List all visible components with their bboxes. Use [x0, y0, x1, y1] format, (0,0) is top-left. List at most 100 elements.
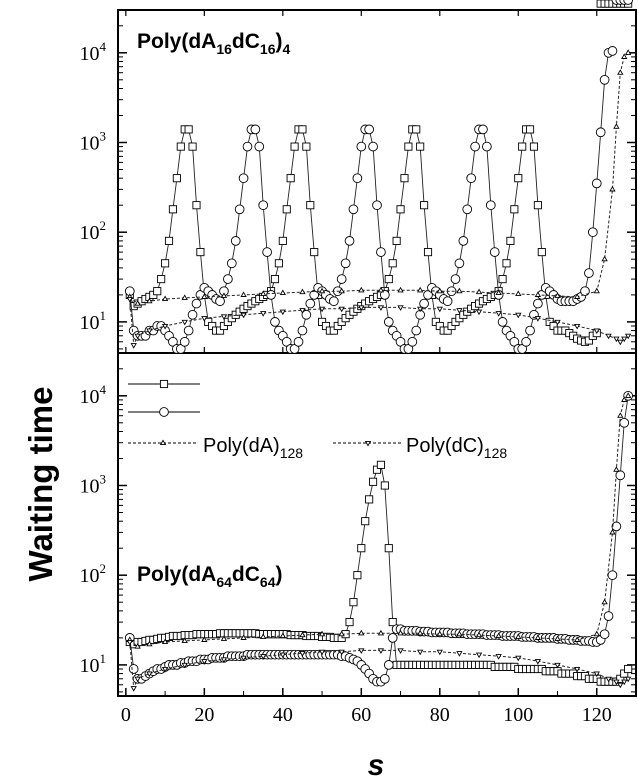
triangle-down-marker — [260, 311, 267, 317]
triangle-down-marker — [338, 649, 345, 656]
circle-marker — [128, 664, 139, 674]
circle-marker — [183, 325, 194, 336]
circle-marker — [450, 274, 461, 284]
triangle-down-marker — [515, 312, 522, 319]
triangle-up-marker — [601, 598, 608, 605]
circle-marker — [234, 204, 245, 215]
triangle-down-marker — [220, 657, 228, 663]
square-marker — [529, 142, 539, 151]
triangle-up-marker — [134, 643, 141, 649]
triangle-up-marker — [220, 292, 228, 298]
square-marker — [310, 248, 319, 257]
circle-marker — [372, 200, 382, 211]
square-marker — [388, 259, 397, 268]
triangle-down-marker — [495, 654, 502, 660]
triangle-down-marker — [397, 648, 404, 654]
series-line — [129, 298, 629, 346]
square-marker — [184, 125, 193, 134]
triangle-up-marker — [201, 293, 208, 299]
y-tick-label: 102 — [80, 218, 107, 244]
circle-marker — [587, 227, 598, 238]
triangle-up-marker — [515, 633, 522, 639]
triangle-up-marker — [621, 396, 628, 402]
panel-title-text: Poly(dA — [137, 30, 216, 53]
triangle-down-marker — [318, 306, 326, 313]
square-marker — [345, 618, 354, 627]
triangle-down-marker — [279, 652, 286, 659]
triangle-up-marker — [146, 640, 153, 647]
square-marker — [290, 142, 299, 151]
triangle-up-marker — [495, 289, 502, 296]
triangle-up-marker — [299, 631, 306, 638]
x-tick-label: 80 — [430, 704, 450, 726]
circle-marker — [607, 570, 618, 581]
y-tick-base: 10 — [80, 43, 100, 65]
triangle-up-marker — [573, 636, 581, 642]
y-tick-label: 102 — [80, 561, 107, 587]
square-marker — [270, 275, 280, 284]
triangle-down-marker — [358, 305, 365, 311]
triangle-down-marker — [134, 676, 141, 683]
square-marker — [624, 664, 633, 674]
triangle-down-marker — [377, 305, 385, 311]
circle-marker — [591, 178, 602, 189]
y-tick-base: 10 — [80, 655, 100, 677]
legend-label-text: Poly(dC) — [406, 435, 484, 457]
triangle-up-marker — [397, 286, 404, 293]
square-marker — [153, 287, 162, 296]
triangle-down-marker — [240, 312, 247, 319]
circle-marker — [242, 141, 253, 152]
triangle-up-marker — [456, 630, 463, 637]
triangle-down-marker — [593, 671, 600, 678]
square-marker — [353, 571, 362, 580]
square-marker — [404, 142, 413, 151]
legend-label-subscript: 128 — [484, 445, 508, 461]
circle-marker — [533, 298, 543, 309]
triangle-up-marker — [573, 293, 581, 299]
triangle-down-marker — [605, 676, 612, 683]
y-tick-base: 10 — [80, 475, 100, 497]
triangle-down-marker — [161, 323, 169, 330]
square-marker — [384, 275, 393, 284]
triangle-down-marker — [456, 308, 463, 314]
circle-marker — [442, 296, 453, 307]
triangle-down-marker — [130, 686, 137, 692]
y-tick-label: 104 — [80, 39, 107, 65]
triangle-down-marker — [240, 655, 247, 662]
triangle-down-marker — [299, 308, 306, 314]
square-marker — [157, 275, 166, 284]
circle-marker — [379, 673, 390, 684]
y-tick-exp: 2 — [100, 561, 107, 576]
circle-marker — [470, 141, 480, 152]
triangle-up-marker — [436, 287, 443, 294]
y-tick-exp: 4 — [100, 382, 107, 397]
triangle-up-marker — [534, 634, 542, 640]
triangle-down-marker — [593, 328, 600, 335]
circle-marker — [340, 258, 351, 269]
triangle-down-marker — [475, 652, 483, 659]
triangle-up-marker — [220, 635, 228, 641]
square-marker — [349, 598, 358, 607]
triangle-down-marker — [220, 314, 228, 320]
square-marker — [384, 544, 393, 553]
y-tick-base: 10 — [80, 386, 100, 408]
circle-marker — [226, 258, 237, 269]
triangle-up-marker — [318, 630, 326, 637]
square-marker — [510, 205, 519, 214]
circle-marker — [521, 336, 531, 347]
triangle-up-marker — [260, 633, 267, 639]
axes-layer — [117, 9, 637, 697]
panel-title-subscript: 64 — [216, 574, 232, 590]
panel-title-text: Poly(dA — [137, 563, 216, 586]
x-tick-label: 40 — [273, 704, 293, 726]
square-marker — [498, 275, 507, 284]
triangle-up-marker — [181, 637, 188, 643]
y-tick-exp: 1 — [100, 651, 107, 666]
triangle-down-marker — [130, 343, 137, 349]
series-line — [129, 395, 629, 648]
square-marker — [514, 174, 523, 183]
square-marker — [416, 142, 425, 151]
square-marker — [161, 259, 170, 268]
triangle-up-marker — [358, 286, 365, 293]
triangle-down-marker — [260, 654, 267, 660]
